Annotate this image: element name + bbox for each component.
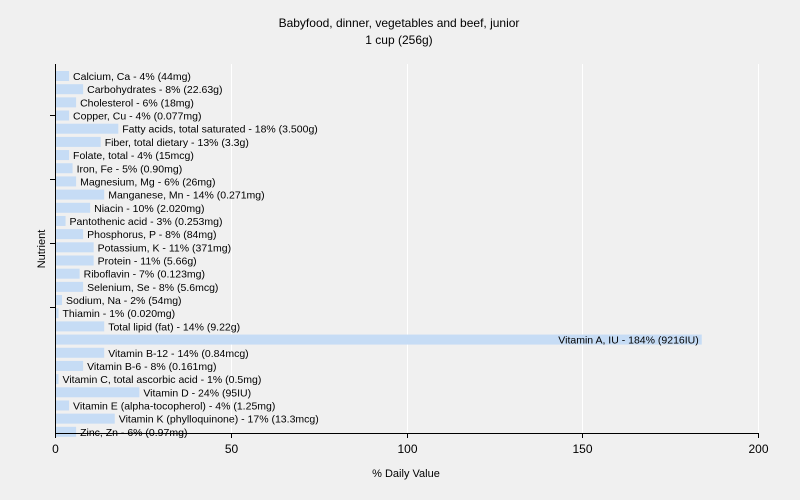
x-tick-label: 0 [52,442,59,456]
bar-label: Fiber, total dietary - 13% (3.3g) [105,137,249,149]
bar-label: Fatty acids, total saturated - 18% (3.50… [122,124,318,136]
bar [56,163,73,174]
chart-title: Babyfood, dinner, vegetables and beef, j… [279,16,520,30]
bar-label: Manganese, Mn - 14% (0.271mg) [108,190,264,202]
bar [56,176,77,187]
bar [56,215,66,226]
bar-label: Vitamin B-6 - 8% (0.161mg) [87,361,216,373]
bar-label: Cholesterol - 6% (18mg) [80,97,194,109]
bar [56,123,119,134]
bar [56,150,70,161]
bar-label: Carbohydrates - 8% (22.63g) [87,84,222,96]
bar [56,189,105,200]
bar [56,321,105,332]
x-axis-label: % Daily Value [372,468,440,480]
axes [50,64,759,438]
bar-label: Vitamin C, total ascorbic acid - 1% (0.5… [63,374,262,386]
bar [56,268,80,279]
x-tick-label: 150 [572,442,592,456]
grid-lines [231,64,759,433]
bar [56,295,63,306]
bar [56,334,702,345]
x-tick-label: 100 [397,442,417,456]
bar [56,347,105,358]
bar [56,202,91,213]
bar [56,400,70,411]
bar [56,255,94,266]
chart-subtitle: 1 cup (256g) [365,33,432,47]
x-tick-label: 50 [225,442,239,456]
bar-label: Vitamin K (phylloquinone) - 17% (13.3mcg… [119,414,319,426]
y-axis-label: Nutrient [36,230,48,269]
bar-label: Vitamin D - 24% (95IU) [143,387,251,399]
bar [56,387,140,398]
bar-label: Phosphorus, P - 8% (84mg) [87,229,216,241]
bar [56,84,84,95]
bar-label: Riboflavin - 7% (0.123mg) [84,269,205,281]
bar-label: Vitamin E (alpha-tocopherol) - 4% (1.25m… [73,400,275,412]
bar-label: Copper, Cu - 4% (0.077mg) [73,111,201,123]
bar-label: Zinc, Zn - 6% (0.97mg) [80,427,187,439]
bar-label: Sodium, Na - 2% (54mg) [66,295,182,307]
bar-label: Niacin - 10% (2.020mg) [94,203,204,215]
x-tick-label: 200 [748,442,768,456]
bar-label: Protein - 11% (5.66g) [98,256,197,268]
bar [56,242,94,253]
bar [56,136,101,147]
bar [56,229,84,240]
bar-labels: Calcium, Ca - 4% (44mg)Carbohydrates - 8… [63,71,699,439]
bar-label: Vitamin B-12 - 14% (0.84mcg) [108,348,248,360]
bar [56,71,70,81]
bar-label: Folate, total - 4% (15mcg) [73,150,194,162]
bar-label: Magnesium, Mg - 6% (26mg) [80,176,215,188]
bar [56,374,59,385]
bars [56,71,702,437]
bar [56,110,70,121]
bar [56,360,84,371]
bar [56,97,77,108]
bar-label: Thiamin - 1% (0.020mg) [63,308,176,320]
bar [56,281,84,292]
bar-label: Iron, Fe - 5% (0.90mg) [77,163,183,175]
bar [56,413,115,424]
bar [56,426,77,437]
x-tick-labels: 0 50 100 150 200 [52,442,769,456]
bar [56,308,59,319]
bar-label: Calcium, Ca - 4% (44mg) [73,71,191,83]
bar-label: Total lipid (fat) - 14% (9.22g) [108,321,240,333]
bar-label: Potassium, K - 11% (371mg) [98,242,231,254]
bar-label: Selenium, Se - 8% (5.6mcg) [87,282,218,294]
bar-label: Vitamin A, IU - 184% (9216IU) [558,335,698,347]
bar-label: Pantothenic acid - 3% (0.253mg) [70,216,223,228]
